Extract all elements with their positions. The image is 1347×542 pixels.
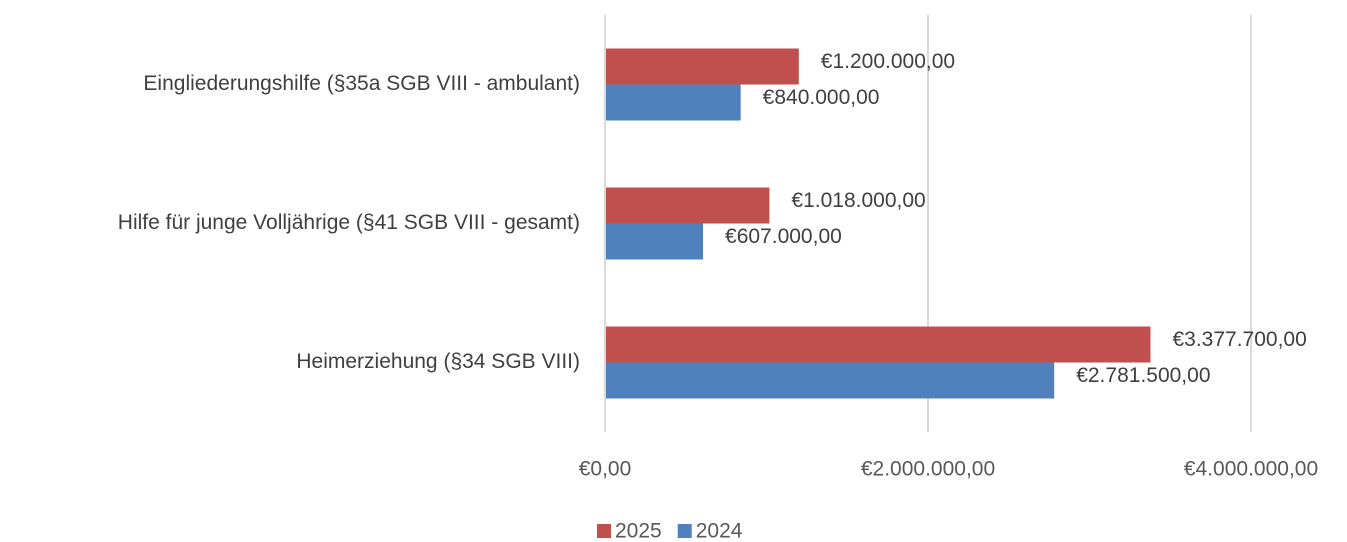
bar (605, 362, 1055, 399)
x-tick-label: €4.000.000,00 (1184, 458, 1318, 481)
value-label: €3.377.700,00 (1172, 328, 1306, 351)
bar (605, 223, 704, 260)
value-label: €1.018.000,00 (791, 189, 925, 212)
y-tick-label: Heimerziehung (§34 SGB VIII) (296, 350, 580, 373)
y-tick-label: Hilfe für junge Volljährige (§41 SGB VII… (118, 211, 580, 234)
value-label: €840.000,00 (763, 86, 880, 109)
legend-label: 2024 (696, 520, 743, 542)
bar (605, 84, 741, 121)
y-tick-label: Eingliederungshilfe (§35a SGB VIII - amb… (143, 72, 580, 95)
legend-label: 2025 (615, 520, 662, 542)
value-label: €607.000,00 (725, 225, 842, 248)
x-tick-label: €0,00 (579, 458, 632, 481)
bar (605, 326, 1151, 363)
value-label: €2.781.500,00 (1076, 364, 1210, 387)
bar (605, 187, 770, 224)
x-tick-label: €2.000.000,00 (861, 458, 995, 481)
legend-swatch (677, 524, 692, 538)
value-label: €1.200.000,00 (821, 50, 955, 73)
bar (605, 48, 799, 85)
legend-swatch (597, 524, 611, 538)
